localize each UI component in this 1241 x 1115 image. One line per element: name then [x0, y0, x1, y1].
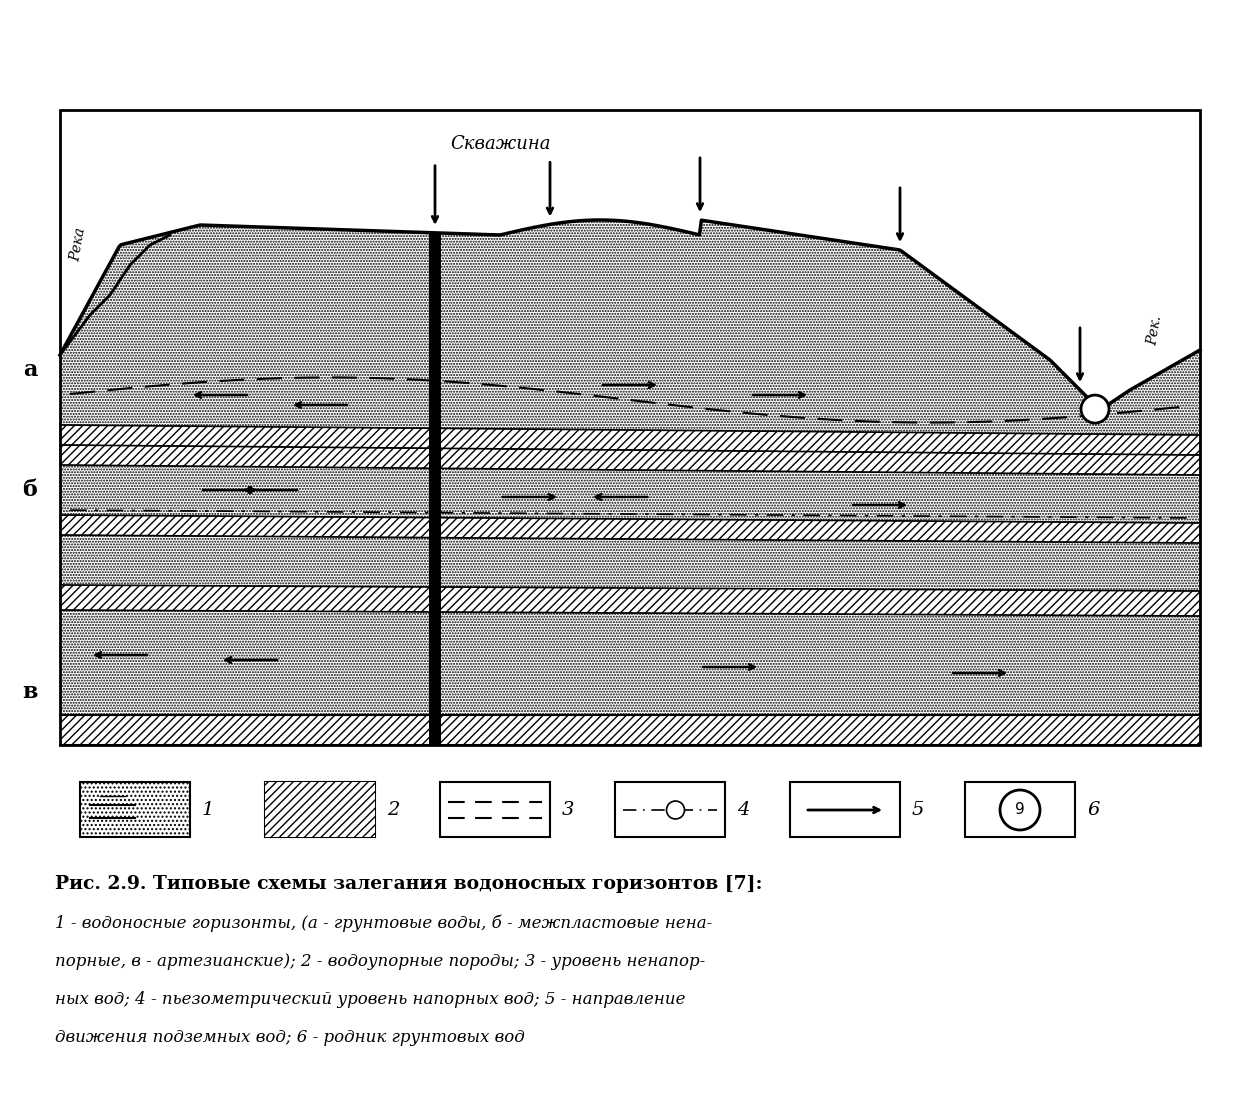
Polygon shape [60, 585, 1200, 615]
Bar [266, 782, 375, 837]
Polygon shape [60, 610, 1200, 715]
Polygon shape [60, 220, 1200, 435]
Bar [791, 782, 900, 837]
Bar [441, 782, 550, 837]
Bar [965, 782, 1075, 837]
Text: Скважина: Скважина [450, 135, 551, 153]
Text: 5: 5 [912, 801, 925, 820]
Text: порные, в - артезианские); 2 - водоупорные породы; 3 - уровень ненапор-: порные, в - артезианские); 2 - водоупорн… [55, 953, 705, 970]
Bar [429, 233, 441, 745]
Text: движения подземных вод; 6 - родник грунтовых вод: движения подземных вод; 6 - родник грунт… [55, 1029, 525, 1046]
Polygon shape [60, 715, 1200, 745]
Polygon shape [60, 445, 1200, 475]
Text: 1 - водоносные горизонты, (а - грунтовые воды, б - межпластовые нена-: 1 - водоносные горизонты, (а - грунтовые… [55, 915, 712, 932]
Text: б: б [22, 479, 37, 501]
Circle shape [1000, 791, 1040, 830]
Text: в: в [22, 681, 37, 704]
Text: Рек.: Рек. [1145, 314, 1164, 346]
Circle shape [666, 801, 685, 820]
Text: а: а [22, 359, 37, 381]
Bar [79, 782, 190, 837]
Text: 4: 4 [737, 801, 750, 820]
Polygon shape [60, 515, 1200, 543]
Text: ных вод; 4 - пьезометрический уровень напорных вод; 5 - направление: ных вод; 4 - пьезометрический уровень на… [55, 991, 685, 1008]
Bar [616, 782, 725, 837]
Bar [60, 110, 1200, 745]
Circle shape [1081, 395, 1109, 423]
Bar [79, 782, 190, 837]
Polygon shape [60, 465, 1200, 523]
Text: Рис. 2.9. Типовые схемы залегания водоносных горизонтов [7]:: Рис. 2.9. Типовые схемы залегания водоно… [55, 875, 762, 893]
Polygon shape [60, 535, 1200, 591]
Text: 3: 3 [562, 801, 575, 820]
Text: Река: Река [68, 227, 88, 263]
Bar [266, 782, 375, 837]
Polygon shape [60, 425, 1200, 455]
Text: 9: 9 [1015, 803, 1025, 817]
Text: 1: 1 [202, 801, 215, 820]
Text: 2: 2 [387, 801, 400, 820]
Text: 6: 6 [1087, 801, 1100, 820]
Polygon shape [60, 585, 1200, 615]
